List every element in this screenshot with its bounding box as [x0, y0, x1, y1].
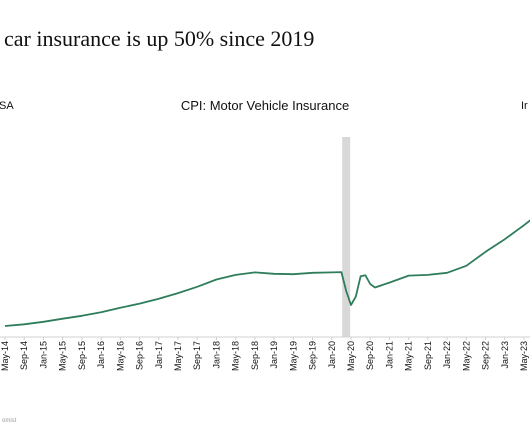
x-tick-label: Jan-20 [327, 341, 337, 369]
x-tick-label: May-16 [115, 341, 125, 371]
series-line-0 [4, 219, 530, 327]
x-tick-label: Sep-22 [481, 341, 491, 370]
right-axis-label: Ir [521, 100, 528, 112]
x-tick-label: Sep-20 [365, 341, 375, 370]
chart-title: CPI: Motor Vehicle Insurance [180, 98, 350, 113]
x-tick-label: May-17 [173, 341, 183, 371]
x-tick-label: May-19 [288, 341, 298, 371]
x-tick-label: Sep-16 [135, 341, 145, 370]
x-tick-label: Jan-15 [38, 341, 48, 369]
x-tick-label: May-22 [461, 341, 471, 371]
headline: car insurance is up 50% since 2019 [4, 26, 315, 51]
x-tick-label: May-21 [404, 341, 414, 371]
x-tick-label: Jan-21 [384, 341, 394, 369]
x-tick-label: Jan-22 [442, 341, 452, 369]
x-tick-label: Sep-15 [77, 341, 87, 370]
x-tick-label: May-15 [58, 341, 68, 371]
x-tick-label: Sep-14 [19, 341, 29, 370]
recession-band [342, 137, 351, 337]
x-tick-label: May-20 [346, 341, 356, 371]
x-tick-label: Sep-19 [308, 341, 318, 370]
left-axis-label: SA [0, 100, 14, 112]
x-tick-label: Sep-17 [192, 341, 202, 370]
x-tick-label: May-14 [0, 341, 10, 371]
x-tick-label: Sep-21 [423, 341, 433, 370]
x-tick-label: Jan-17 [154, 341, 164, 369]
x-tick-label: May-18 [231, 341, 241, 371]
x-tick-label: Jan-19 [269, 341, 279, 369]
x-tick-label: Jan-16 [96, 341, 106, 369]
x-tick-label: Sep-18 [250, 341, 260, 370]
x-tick-label: Jan-23 [500, 341, 510, 369]
x-tick-label: Jan-18 [211, 341, 221, 369]
source-note: omist [2, 418, 17, 424]
x-tick-label: May-23 [519, 341, 529, 371]
